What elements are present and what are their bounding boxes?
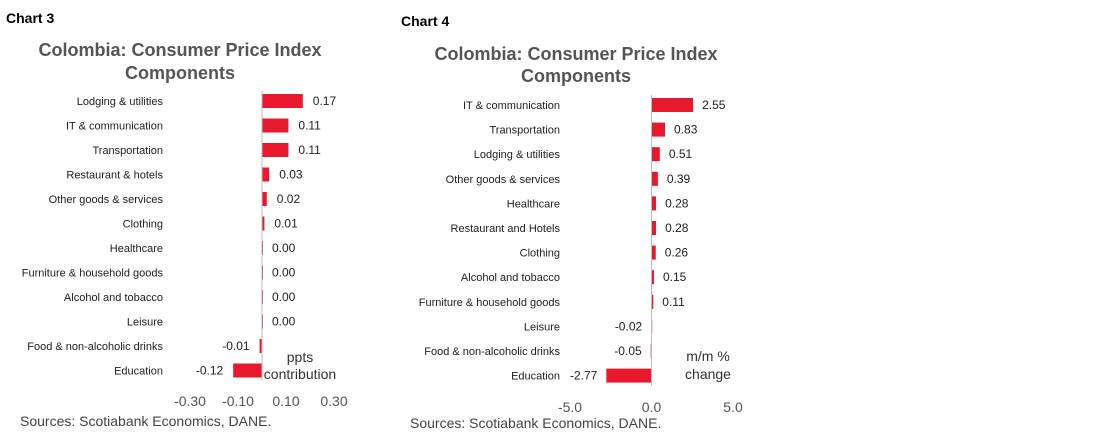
category-label-10: Food & non-alcoholic drinks (424, 346, 560, 358)
bar-1 (651, 122, 666, 137)
chart-4-cpi-monthly-change: Colombia: Consumer Price IndexComponents… (410, 44, 743, 431)
value-label-0: 0.17 (313, 94, 337, 108)
bar-3 (651, 171, 658, 186)
category-label-1: Transportation (489, 125, 560, 137)
category-label-11: Education (114, 366, 163, 378)
chart-title-line-2: Components (521, 66, 631, 86)
category-label-7: Alcohol and tobacco (461, 272, 560, 284)
bar-2 (651, 147, 660, 162)
x-tick-label-1: 0.0 (642, 399, 662, 415)
category-label-4: Healthcare (507, 198, 560, 210)
value-label-9: 0.00 (272, 315, 296, 329)
value-label-7: 0.15 (663, 270, 687, 284)
category-label-2: Transportation (92, 145, 163, 157)
bar-5 (262, 216, 265, 231)
chart-title-line-2: Components (125, 63, 235, 83)
value-label-11: -2.77 (570, 369, 598, 383)
category-label-5: Restaurant and Hotels (451, 223, 561, 235)
value-label-10: -0.05 (614, 344, 642, 358)
value-label-10: -0.01 (222, 339, 250, 353)
category-label-0: Lodging & utilities (77, 96, 164, 108)
value-label-1: 0.11 (298, 119, 321, 133)
value-label-5: 0.28 (665, 221, 689, 235)
unit-label-line-2: change (685, 366, 731, 382)
category-label-9: Leisure (524, 321, 560, 333)
source-note: Sources: Scotiabank Economics, DANE. (20, 413, 271, 429)
value-label-4: 0.02 (277, 192, 301, 206)
category-label-7: Furniture & household goods (22, 268, 164, 280)
chart-title-line-1: Colombia: Consumer Price Index (38, 40, 321, 60)
unit-label-line-1: m/m % (686, 348, 730, 364)
value-label-11: -0.12 (196, 364, 224, 378)
value-label-1: 0.83 (674, 123, 698, 137)
source-note: Sources: Scotiabank Economics, DANE. (410, 415, 661, 431)
x-tick-label-3: 0.30 (320, 393, 347, 409)
bar-8 (651, 294, 654, 309)
bar-10 (259, 339, 262, 353)
category-label-8: Furniture & household goods (419, 297, 561, 309)
bar-0 (262, 94, 303, 108)
category-label-10: Food & non-alcoholic drinks (27, 341, 163, 353)
chart-3-cpi-contribution: Colombia: Consumer Price Index Components… (20, 40, 348, 429)
value-label-8: 0.11 (662, 295, 685, 309)
value-label-9: -0.02 (615, 319, 643, 333)
bar-0 (651, 98, 694, 112)
category-label-9: Leisure (127, 317, 163, 329)
unit-label-line-1: ppts (287, 349, 313, 365)
bar-4 (651, 196, 657, 211)
value-label-7: 0.00 (272, 266, 296, 280)
bar-6 (651, 245, 656, 260)
bar-4 (262, 192, 267, 206)
category-label-1: IT & communication (66, 121, 163, 133)
category-label-11: Education (511, 371, 560, 383)
chart-4-label: Chart 4 (401, 13, 450, 29)
value-label-4: 0.28 (665, 196, 689, 210)
bar-11 (606, 368, 652, 383)
value-label-3: 0.39 (667, 172, 691, 186)
bar-1 (262, 118, 289, 133)
x-tick-label-0: -5.0 (558, 399, 582, 415)
x-tick-label-0: -0.30 (174, 393, 206, 409)
value-label-3: 0.03 (279, 168, 303, 182)
category-label-3: Other goods & services (446, 174, 561, 186)
category-label-6: Clothing (520, 248, 560, 260)
value-label-8: 0.00 (272, 290, 296, 304)
category-label-3: Restaurant & hotels (66, 170, 163, 182)
x-tick-label-2: 0.10 (272, 393, 299, 409)
bar-2 (262, 143, 289, 157)
value-label-5: 0.01 (274, 217, 298, 231)
x-tick-label-2: 5.0 (723, 399, 743, 415)
bar-3 (262, 167, 270, 182)
category-label-2: Lodging & utilities (474, 149, 561, 161)
chart-title-line-1: Colombia: Consumer Price Index (434, 44, 717, 64)
value-label-6: 0.00 (272, 241, 296, 255)
value-label-2: 0.51 (669, 147, 693, 161)
x-tick-label-1: -0.10 (222, 393, 254, 409)
chart-3-label: Chart 3 (6, 10, 55, 26)
bar-5 (651, 221, 657, 235)
unit-label-line-2: contribution (264, 366, 336, 382)
category-label-5: Clothing (123, 219, 163, 231)
category-label-4: Other goods & services (49, 194, 164, 206)
category-label-8: Alcohol and tobacco (64, 292, 163, 304)
value-label-2: 0.11 (298, 143, 321, 157)
category-label-6: Healthcare (110, 243, 163, 255)
category-label-0: IT & communication (463, 100, 560, 112)
bar-11 (233, 363, 262, 378)
value-label-6: 0.26 (665, 246, 689, 260)
value-label-0: 2.55 (702, 98, 726, 112)
bar-7 (651, 270, 654, 285)
